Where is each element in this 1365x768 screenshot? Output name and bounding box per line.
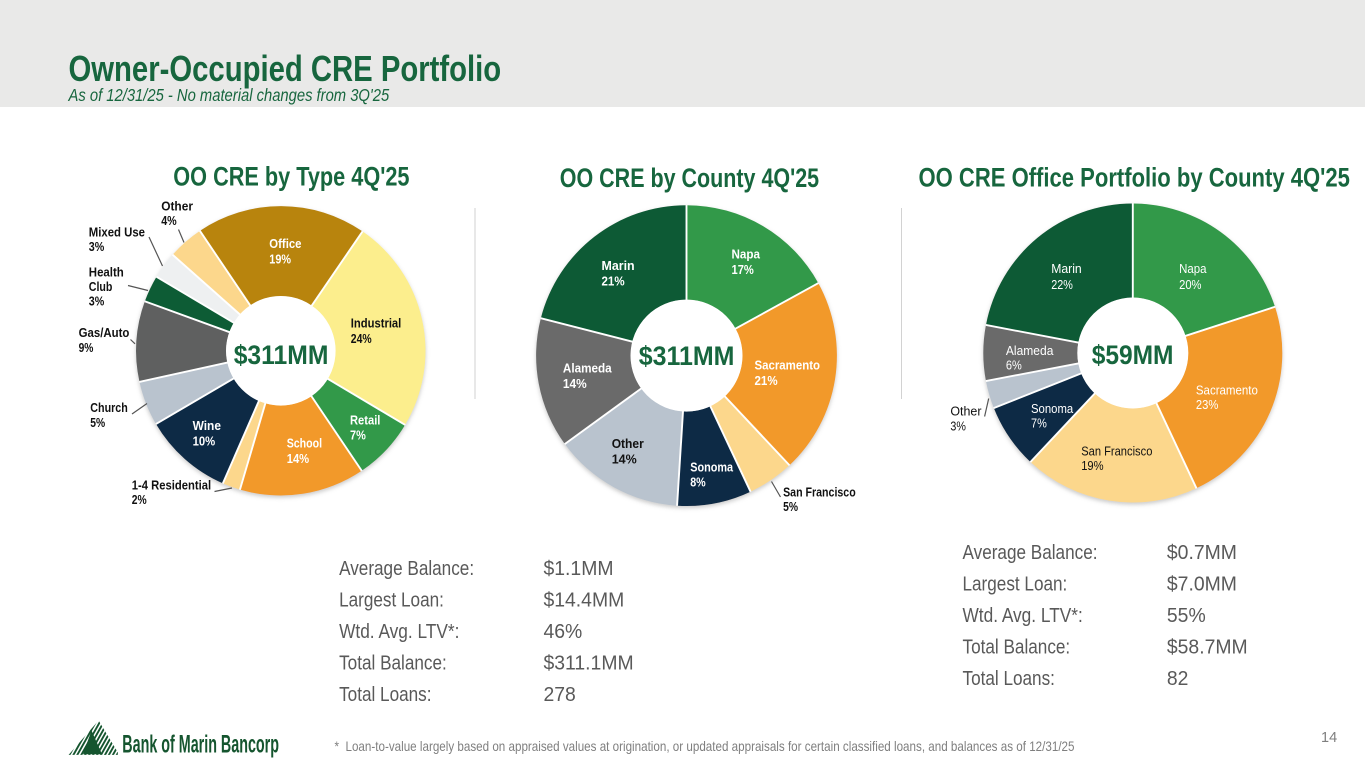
svg-text:Health: Health (89, 265, 124, 279)
svg-text:Largest Loan:: Largest Loan: (963, 573, 1068, 595)
svg-text:21%: 21% (755, 374, 778, 388)
svg-text:San Francisco: San Francisco (1081, 443, 1152, 458)
svg-text:$1.1MM: $1.1MM (544, 558, 614, 580)
svg-text:7%: 7% (1031, 416, 1047, 431)
svg-text:Marin: Marin (1051, 261, 1082, 276)
svg-text:14%: 14% (612, 452, 637, 466)
svg-text:3%: 3% (950, 419, 966, 434)
svg-text:$14.4MM: $14.4MM (544, 590, 625, 612)
svg-text:Total Loans:: Total Loans: (963, 668, 1055, 690)
svg-text:8%: 8% (690, 475, 706, 489)
svg-text:5%: 5% (783, 500, 798, 514)
svg-text:Gas/Auto: Gas/Auto (79, 326, 130, 340)
svg-text:Total Balance:: Total Balance: (963, 636, 1071, 658)
svg-text:20%: 20% (1179, 277, 1201, 292)
svg-text:* Loan-to-value largely based: * Loan-to-value largely based on apprais… (335, 738, 1075, 754)
svg-text:$58.7MM: $58.7MM (1167, 636, 1248, 658)
svg-text:2%: 2% (132, 493, 147, 507)
svg-text:Other: Other (161, 200, 193, 214)
svg-text:Marin: Marin (602, 259, 635, 273)
svg-text:4%: 4% (161, 214, 177, 228)
svg-text:19%: 19% (269, 253, 291, 267)
svg-text:$311.1MM: $311.1MM (544, 653, 634, 675)
svg-text:14: 14 (1321, 730, 1337, 746)
svg-text:Wtd. Avg. LTV*:: Wtd. Avg. LTV*: (339, 621, 459, 643)
svg-text:23%: 23% (1196, 397, 1218, 412)
svg-text:Retail: Retail (350, 413, 380, 427)
svg-text:School: School (287, 437, 322, 451)
svg-text:OO CRE Office Portfolio by Cou: OO CRE Office Portfolio by County 4Q'25 (919, 161, 1350, 192)
svg-text:Office: Office (269, 237, 301, 251)
svg-text:Wine: Wine (193, 419, 221, 433)
svg-text:Average Balance:: Average Balance: (339, 558, 474, 580)
svg-text:Other: Other (612, 437, 644, 451)
svg-text:Sonoma: Sonoma (690, 461, 734, 475)
svg-text:Napa: Napa (732, 248, 761, 262)
svg-text:14%: 14% (287, 452, 310, 466)
svg-text:55%: 55% (1167, 605, 1206, 627)
svg-text:$311MM: $311MM (234, 340, 329, 370)
svg-text:Wtd. Avg. LTV*:: Wtd. Avg. LTV*: (963, 605, 1083, 627)
svg-text:278: 278 (544, 684, 576, 706)
svg-text:3%: 3% (89, 240, 105, 254)
svg-text:Club: Club (89, 280, 113, 294)
svg-text:Other: Other (950, 404, 982, 419)
svg-text:1-4 Residential: 1-4 Residential (132, 479, 211, 493)
svg-text:Owner-Occupied CRE Portfolio: Owner-Occupied CRE Portfolio (69, 48, 502, 89)
svg-text:San Francisco: San Francisco (783, 486, 856, 500)
svg-text:7%: 7% (350, 429, 366, 443)
svg-text:14%: 14% (563, 377, 587, 391)
svg-text:9%: 9% (79, 341, 94, 355)
svg-text:Sonoma: Sonoma (1031, 401, 1074, 416)
svg-text:OO CRE by County 4Q'25: OO CRE by County 4Q'25 (560, 162, 819, 193)
svg-text:21%: 21% (602, 274, 625, 288)
svg-text:Total Balance:: Total Balance: (339, 653, 447, 675)
svg-text:$59MM: $59MM (1092, 340, 1174, 370)
svg-text:10%: 10% (193, 435, 216, 449)
svg-text:Church: Church (90, 401, 128, 415)
svg-text:82: 82 (1167, 668, 1189, 690)
svg-text:$7.0MM: $7.0MM (1167, 573, 1237, 595)
svg-text:Alameda: Alameda (563, 362, 613, 376)
svg-text:As of 12/31/25 - No material c: As of 12/31/25 - No material changes fro… (68, 85, 390, 105)
svg-text:6%: 6% (1006, 358, 1022, 373)
svg-text:Alameda: Alameda (1006, 343, 1054, 358)
svg-text:17%: 17% (732, 263, 754, 277)
svg-text:Bank of Marin Bancorp: Bank of Marin Bancorp (122, 730, 279, 758)
svg-text:$0.7MM: $0.7MM (1167, 542, 1237, 564)
svg-text:46%: 46% (544, 621, 583, 643)
svg-text:24%: 24% (351, 332, 372, 346)
svg-text:Napa: Napa (1179, 261, 1207, 276)
svg-text:Sacramento: Sacramento (1196, 383, 1258, 398)
svg-text:Total Loans:: Total Loans: (339, 684, 431, 706)
svg-text:Largest Loan:: Largest Loan: (339, 590, 444, 612)
svg-text:Mixed Use: Mixed Use (89, 226, 145, 240)
svg-text:Average Balance:: Average Balance: (963, 542, 1098, 564)
svg-text:3%: 3% (89, 295, 105, 309)
svg-text:19%: 19% (1081, 458, 1103, 473)
svg-text:$311MM: $311MM (639, 341, 735, 371)
svg-text:22%: 22% (1051, 277, 1073, 292)
svg-text:Industrial: Industrial (351, 317, 402, 331)
svg-text:OO CRE by Type 4Q'25: OO CRE by Type 4Q'25 (173, 161, 409, 192)
svg-text:5%: 5% (90, 416, 105, 430)
svg-text:Sacramento: Sacramento (755, 359, 821, 373)
